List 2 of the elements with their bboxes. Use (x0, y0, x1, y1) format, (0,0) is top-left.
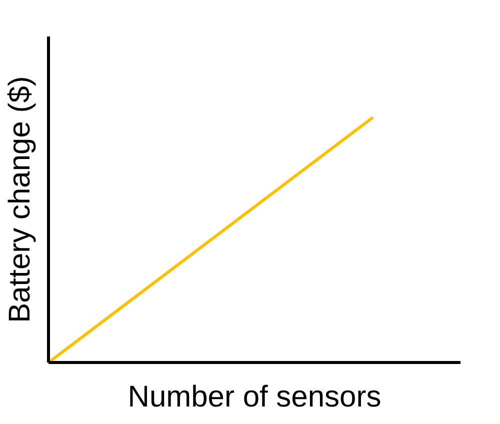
y-axis-title: Battery change ($) (4, 76, 36, 323)
x-axis-title: Number of sensors (128, 380, 382, 414)
